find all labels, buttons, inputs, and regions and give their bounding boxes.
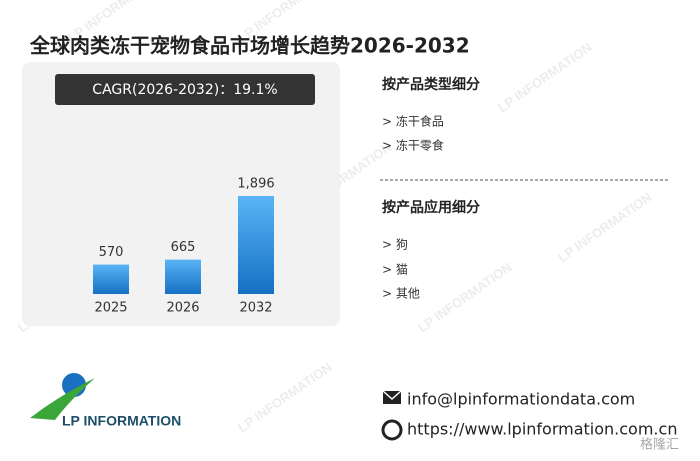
segment-title: 按产品类型细分 — [382, 76, 480, 93]
bar-group: 570 2025 665 2026 1,896 2032 — [93, 177, 275, 316]
bar — [238, 196, 274, 294]
cagr-label: CAGR(2026-2032)：19.1% — [92, 82, 277, 98]
watermark: LP INFORMATION — [495, 39, 594, 115]
x-tick-label: 2025 — [94, 301, 127, 316]
watermark: LP INFORMATION — [415, 259, 514, 335]
web-icon — [381, 419, 403, 441]
segment-item: > 其他 — [382, 287, 420, 301]
chart-title: 全球肉类冻干宠物食品市场增长趋势2026-2032 — [29, 34, 470, 58]
value-label: 665 — [171, 240, 196, 255]
cagr-box — [55, 74, 315, 105]
corner-mark: 格隆汇 — [640, 437, 679, 453]
bar — [165, 259, 201, 294]
watermark: LP INFORMATION — [235, 359, 334, 435]
segment-item: > 冻干食品 — [382, 114, 444, 129]
email: info@lpinformationdata.com — [407, 390, 635, 409]
logo-text: LP INFORMATION — [62, 413, 181, 429]
segment-item: > 猫 — [382, 263, 408, 277]
email-icon-flap — [382, 390, 402, 401]
segment-item: > 冻干零食 — [382, 138, 444, 153]
logo-swoosh — [30, 378, 95, 420]
x-tick-label: 2032 — [239, 301, 272, 316]
value-label: 1,896 — [237, 177, 274, 192]
website: https://www.lpinformation.com.cn — [407, 420, 677, 439]
segment-title: 按产品应用细分 — [382, 199, 480, 216]
watermark: LP INFORMATION — [555, 189, 654, 265]
segment-item: > 狗 — [382, 238, 408, 252]
logo: LP INFORMATION — [30, 373, 181, 429]
bar — [93, 264, 129, 294]
value-label: 570 — [99, 245, 124, 260]
x-tick-label: 2026 — [166, 301, 199, 316]
